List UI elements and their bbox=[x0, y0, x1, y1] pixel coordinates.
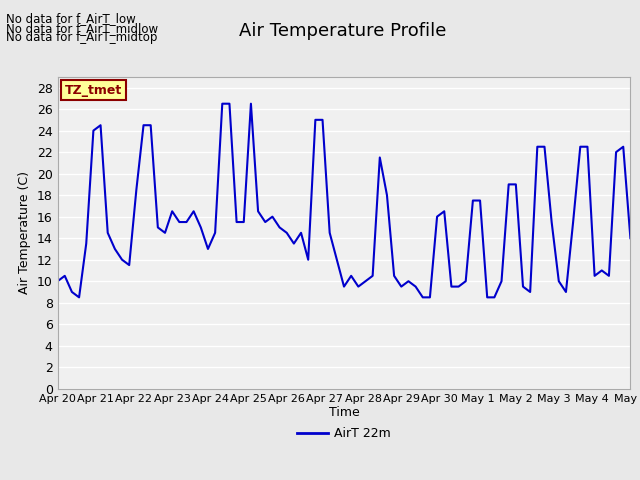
Y-axis label: Air Temperature (C): Air Temperature (C) bbox=[19, 171, 31, 294]
Legend: AirT 22m: AirT 22m bbox=[292, 422, 396, 445]
Text: No data for f_AirT_midlow: No data for f_AirT_midlow bbox=[6, 22, 159, 35]
X-axis label: Time: Time bbox=[328, 407, 360, 420]
Text: Air Temperature Profile: Air Temperature Profile bbox=[239, 22, 446, 40]
Text: No data for f_AirT_midtop: No data for f_AirT_midtop bbox=[6, 31, 158, 44]
Text: No data for f_AirT_low: No data for f_AirT_low bbox=[6, 12, 136, 25]
Text: TZ_tmet: TZ_tmet bbox=[65, 84, 122, 97]
